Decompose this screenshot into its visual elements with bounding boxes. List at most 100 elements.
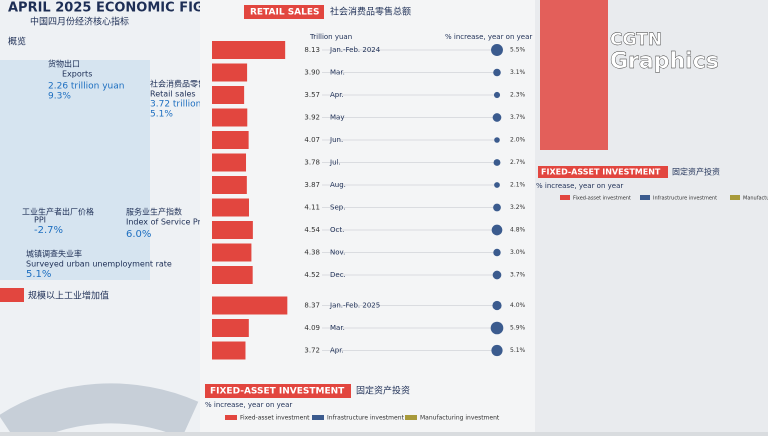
category-label: Oct. (330, 226, 344, 234)
dot (490, 321, 504, 335)
value-label: 4.09 (304, 324, 320, 332)
value-label: 5.5% (510, 47, 526, 54)
item-en: Exports (62, 70, 92, 79)
section: 概览 (8, 36, 26, 48)
fa-note: % increase, year on year (536, 182, 623, 190)
legend-swatch (560, 195, 570, 200)
legend-swatch (225, 415, 237, 420)
dot (492, 113, 502, 122)
output-title: 规模以上工业增加值 (28, 290, 109, 302)
item-change: 6.0% (126, 229, 151, 240)
series-header: % increase, year on year (445, 33, 532, 41)
category-label: Nov. (330, 249, 345, 257)
bar-decoration (540, 0, 608, 150)
item-cn: 服务业生产指数 (126, 207, 182, 217)
category-label: Mar. (330, 324, 345, 332)
value-label: 3.7% (510, 114, 526, 121)
bar (212, 266, 253, 284)
bar (212, 176, 247, 194)
dot (493, 159, 501, 166)
category-label: Jan.-Feb. 2025 (329, 302, 380, 310)
value-label: 4.52 (304, 271, 320, 279)
brand-sub: Graphics (610, 49, 719, 74)
category-label: Jun. (329, 136, 343, 144)
value-label: 3.7% (510, 272, 526, 279)
item-en: Index of Service Product (126, 218, 223, 227)
legend-label: Manufacturing investment (420, 415, 500, 422)
fa-title: FIXED-ASSET INVESTMENT (210, 387, 345, 397)
bar (212, 198, 249, 217)
item-cn: 货物出口 (48, 59, 80, 69)
value-label: 3.1% (510, 69, 526, 76)
item-change: 5.1% (150, 110, 173, 120)
value-label: 3.57 (304, 91, 320, 99)
overview-subtitle: 中国四月份经济核心指标 (30, 16, 129, 28)
dot (493, 68, 501, 77)
item-change: 9.3% (48, 92, 71, 102)
value-label: 2.0% (510, 137, 526, 144)
category-label: Apr. (330, 91, 344, 99)
value-label: 4.07 (304, 136, 320, 144)
dot (492, 270, 502, 280)
bar (212, 341, 246, 360)
value-label: 8.13 (304, 46, 320, 54)
value-label: 5.1% (510, 347, 526, 354)
bar (212, 108, 248, 127)
dot (492, 300, 502, 311)
value-label: 5.9% (510, 325, 526, 332)
value-label: 3.78 (304, 159, 320, 167)
category-label: Apr. (330, 347, 344, 355)
value-label: 4.54 (304, 226, 320, 234)
dot (494, 137, 500, 143)
legend-label: Infrastructure investment (653, 196, 717, 202)
dot (493, 248, 501, 257)
legend-label: Fixed-asset investment (573, 196, 631, 202)
value-label: 2.7% (510, 159, 526, 166)
bar (212, 221, 253, 239)
item-cn: 城镇调查失业率 (26, 249, 82, 259)
value-label: 4.11 (304, 204, 320, 212)
output-tag (0, 288, 24, 302)
legend-swatch (730, 195, 740, 200)
value-label: 3.0% (510, 249, 526, 256)
fa-title: FIXED-ASSET INVESTMENT (541, 168, 661, 177)
bar (212, 296, 288, 315)
bar (212, 41, 286, 59)
bar (212, 319, 249, 337)
value-label: 3.2% (510, 204, 526, 211)
legend-label: Infrastructure investment (327, 415, 404, 422)
item-change: 5.1% (26, 269, 51, 280)
title-tag (538, 166, 668, 178)
category-label: Sep. (330, 204, 345, 212)
value-label: 4.38 (304, 249, 320, 257)
title-tag (205, 384, 351, 398)
value-label: 2.1% (510, 182, 526, 189)
legend-swatch (312, 415, 324, 420)
bar (212, 131, 249, 149)
item-change: -2.7% (34, 225, 63, 236)
item-value: 2.26 trillion yuan (48, 82, 124, 92)
category-label: Jan.-Feb. 2024 (329, 46, 381, 54)
bar (212, 243, 252, 262)
brand-name: CGTN (610, 30, 662, 50)
donut-decoration (0, 383, 199, 436)
bar (212, 86, 245, 104)
retail-panel (200, 0, 535, 432)
category-label: Dec. (330, 271, 346, 279)
category-label: Jul. (329, 159, 341, 167)
series-header: Trillion yuan (309, 33, 352, 41)
value-label: 3.92 (304, 114, 320, 122)
value-label: 4.8% (510, 227, 526, 234)
category-label: Aug. (330, 181, 346, 189)
city-image (0, 60, 150, 280)
chart-subtitle: 社会消费品零售总额 (330, 6, 411, 18)
bar (212, 153, 247, 172)
value-label: 3.90 (304, 69, 320, 77)
dot (494, 182, 500, 188)
value-label: 3.72 (304, 347, 320, 355)
item-en: Surveyed urban unemployment rate (26, 260, 172, 269)
item-cn: 社会消费品零售总额 (150, 79, 222, 89)
fa-subtitle: 固定资产投资 (672, 167, 720, 177)
